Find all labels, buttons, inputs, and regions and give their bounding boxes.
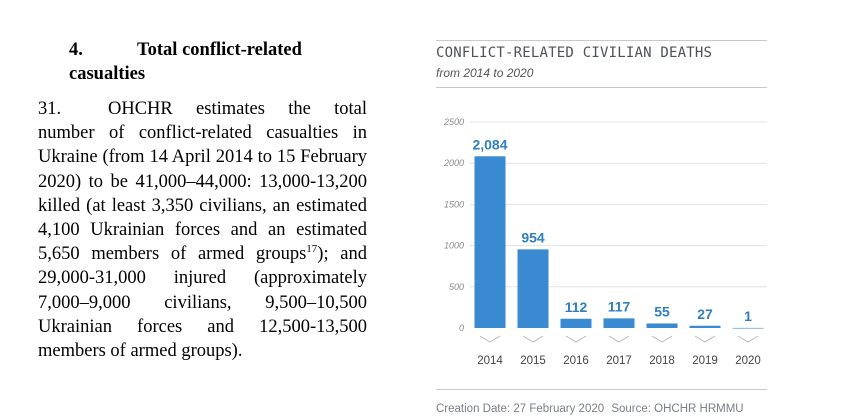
x-tick-label: 2014 [477,355,503,367]
data-label: 117 [608,298,631,314]
section-title-line2: casualties [69,64,146,84]
data-label: 2,084 [472,136,507,152]
data-label: 1 [744,308,752,324]
x-tick-label: 2017 [606,355,632,367]
chart-footer: Creation Date: 27 February 2020 Source: … [436,403,748,415]
chevron-marker [737,335,759,343]
paragraph-text-part2: ); and 29,000-31,000 injured (approximat… [38,244,368,362]
y-tick-label: 1500 [444,199,464,209]
bar [689,325,721,328]
bar [517,249,549,328]
x-tick-label: 2019 [692,355,718,367]
section-number: 4. [69,40,83,60]
section-heading: 4. Total conflict-related casualties [69,38,369,86]
chart-title: CONFLICT-RELATED CIVILIAN DEATHS [436,45,713,61]
bar [560,318,592,328]
y-tick-label: 2500 [443,117,464,127]
bar [646,323,678,328]
bar [474,156,506,328]
creation-date: Creation Date: 27 February 2020 [436,403,605,415]
y-tick-label: 1000 [444,241,464,251]
bottom-rule [436,389,767,390]
civilian-deaths-infographic: CONFLICT-RELATED CIVILIAN DEATHS from 20… [430,40,768,420]
section-title-line1: Total conflict-related [137,40,302,60]
chart-subtitle: from 2014 to 2020 [436,66,534,80]
y-tick-label: 0 [459,323,464,333]
chevron-marker [522,335,544,343]
chevron-marker [694,335,716,343]
data-label: 954 [521,229,545,245]
bar [603,318,635,328]
data-label: 27 [697,306,713,322]
paragraph-number: 31. [38,99,62,119]
bar [732,327,764,329]
bar-chart: 0 500 1000 1500 2000 2500 2,084 2014 954 2015 112 2… [443,117,767,367]
chevron-marker [651,335,673,343]
x-tick-label: 2016 [563,355,589,367]
top-rule [436,40,767,41]
subtitle-rule [436,87,767,88]
chevron-marker [565,335,587,343]
data-label: 112 [565,299,588,315]
source-credit: Source: OHCHR HRMMU [611,403,744,415]
x-tick-label: 2020 [735,355,761,367]
paragraph-31: 31. OHCHR estimates the total number of c… [38,97,367,363]
y-tick-label: 2000 [443,158,464,168]
chevron-marker [608,335,630,343]
footnote-ref: 17 [306,243,318,256]
x-tick-label: 2018 [649,355,675,367]
data-label: 55 [654,303,670,319]
x-tick-label: 2015 [520,355,546,367]
paragraph-text-part1: OHCHR estimates the total number of conf… [38,99,367,265]
chevron-marker [479,335,501,343]
y-tick-label: 500 [449,282,464,292]
